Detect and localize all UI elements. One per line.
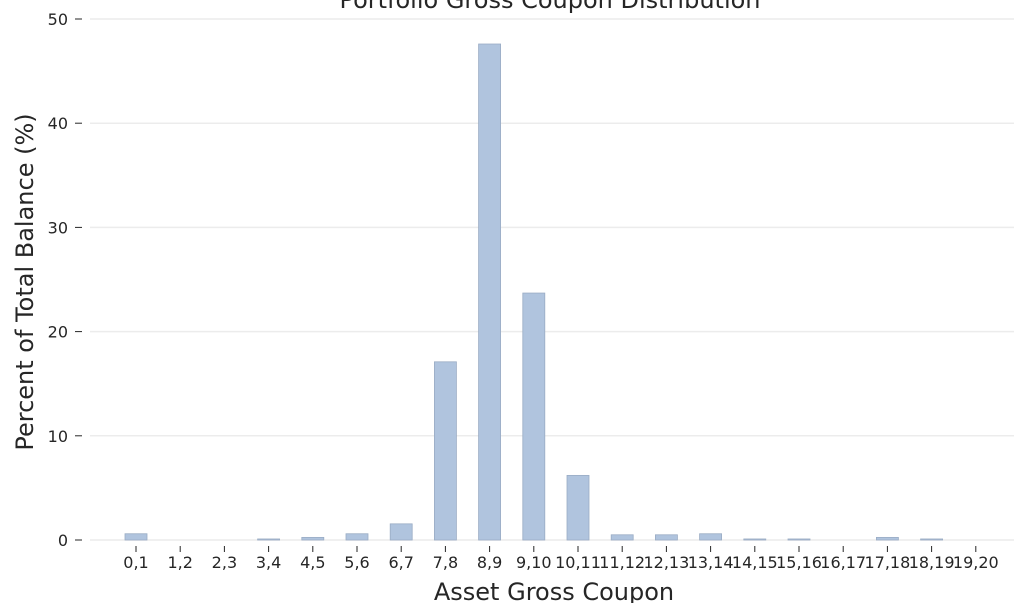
x-tick-label: 11,12 xyxy=(599,553,645,572)
x-tick-label: 15,16 xyxy=(776,553,822,572)
bar-6-7 xyxy=(389,523,413,541)
y-tick-label: 0 xyxy=(58,531,68,550)
bar-10-11 xyxy=(566,474,590,541)
x-tick-label: 8,9 xyxy=(477,553,502,572)
bar-15-16 xyxy=(787,538,811,541)
x-axis-ticks: 0,1 1,2 2,3 3,4 4,5 5,6 6,7 7,8 8,9 9,10 10,1111,1… xyxy=(123,546,999,572)
x-tick-label: 13,14 xyxy=(688,553,734,572)
chart-title: Portfolio Gross Coupon Distribution xyxy=(339,0,760,14)
bar-9-10 xyxy=(522,292,546,541)
x-tick-label: 0,1 xyxy=(123,553,148,572)
y-tick-label: 30 xyxy=(48,218,68,237)
bar-3-4 xyxy=(257,538,281,541)
grid-lines xyxy=(90,18,1014,541)
bar-0-1 xyxy=(124,533,148,541)
x-tick-label: 10,11 xyxy=(555,553,601,572)
y-tick-label: 20 xyxy=(48,323,68,342)
x-tick-label: 1,2 xyxy=(167,553,192,572)
x-tick-label: 18,19 xyxy=(909,553,955,572)
x-tick-label: 14,15 xyxy=(732,553,778,572)
bar-17-18 xyxy=(876,536,899,541)
y-tick-label: 10 xyxy=(48,427,68,446)
x-tick-label: 17,18 xyxy=(864,553,910,572)
bar-4-5 xyxy=(301,536,325,541)
bar-11-12 xyxy=(610,534,634,541)
x-tick-label: 7,8 xyxy=(433,553,458,572)
y-axis-label: Percent of Total Balance (%) xyxy=(11,113,39,450)
x-tick-label: 16,17 xyxy=(820,553,866,572)
x-tick-label: 3,4 xyxy=(256,553,281,572)
x-tick-label: 2,3 xyxy=(212,553,237,572)
x-tick-label: 9,10 xyxy=(516,553,552,572)
x-tick-label: 19,20 xyxy=(953,553,999,572)
bars xyxy=(124,43,943,541)
bar-14-15 xyxy=(743,538,767,541)
bar-7-8 xyxy=(433,361,457,541)
x-tick-label: 12,13 xyxy=(643,553,689,572)
x-axis-label: Asset Gross Coupon xyxy=(434,578,674,603)
bar-13-14 xyxy=(699,533,722,541)
y-axis-ticks: 0 10 20 30 40 50 xyxy=(48,10,82,550)
bar-8-9 xyxy=(478,43,502,541)
y-tick-label: 50 xyxy=(48,10,68,29)
bar-18-19 xyxy=(920,538,943,541)
x-tick-label: 4,5 xyxy=(300,553,325,572)
x-tick-label: 5,6 xyxy=(344,553,369,572)
y-tick-label: 40 xyxy=(48,114,68,133)
x-tick-label: 6,7 xyxy=(388,553,413,572)
bar-5-6 xyxy=(345,533,369,541)
bar-12-13 xyxy=(655,534,678,541)
